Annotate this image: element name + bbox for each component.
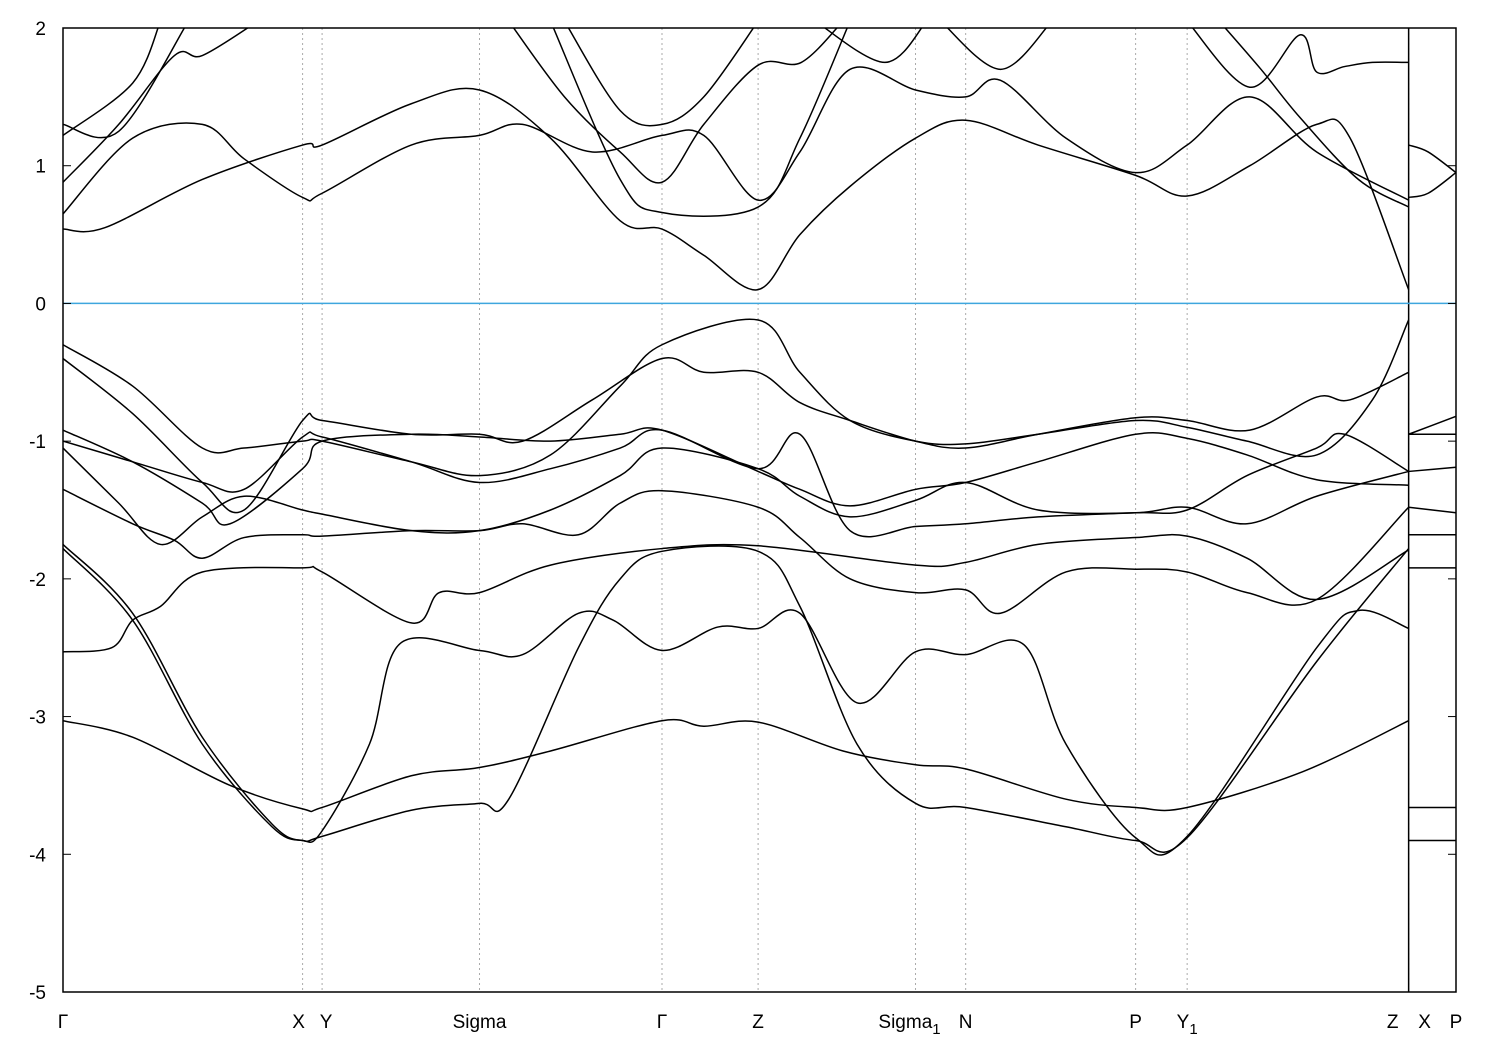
band-c10 (946, 28, 1048, 71)
band-c6 (512, 28, 838, 184)
plot-frame (62, 27, 1457, 993)
band-xp-5 (1408, 466, 1456, 473)
x-tick-label: Y1 (1177, 1012, 1198, 1038)
x-tick-label: X (1418, 1012, 1431, 1033)
band-v5 (63, 488, 1410, 615)
band-c4 (63, 28, 159, 137)
y-tick-label: 2 (35, 19, 46, 40)
y-tick-label: -5 (29, 983, 46, 1004)
x-tick-label: P (1450, 1012, 1463, 1033)
x-tick-label: Γ (58, 1012, 68, 1033)
y-tick-label: 0 (35, 294, 46, 315)
bands (63, 28, 1456, 856)
band-v9 (63, 356, 1409, 514)
x-tick-label: Z (1387, 1012, 1399, 1033)
band-c3 (63, 28, 249, 183)
x-tick-label-text: X (1418, 1012, 1431, 1033)
band-v6 (63, 447, 1409, 546)
x-tick-label: Sigma1 (878, 1012, 940, 1038)
x-tick-label: X (292, 1012, 305, 1033)
x-tick-label-text: X (292, 1012, 305, 1033)
y-tick-label: 1 (35, 157, 46, 178)
x-tick-label-text: Y (320, 1012, 333, 1033)
y-tick-label: -2 (29, 570, 46, 591)
band-c11 (1191, 28, 1409, 88)
band-v4 (63, 533, 1409, 653)
band-v7 (63, 428, 1410, 538)
band-c8 (567, 28, 755, 127)
x-tick-label: Z (752, 1012, 764, 1033)
x-tick-label: Γ (657, 1012, 667, 1033)
band-v1 (63, 718, 1409, 813)
band-xp-6 (1408, 506, 1456, 514)
x-tick-label-text: N (959, 1012, 973, 1033)
band-c9 (823, 28, 923, 64)
band-c5 (63, 28, 186, 139)
x-tick-label: Y (320, 1012, 333, 1033)
band-xp-1 (1408, 144, 1456, 174)
x-tick-label-text: Z (1387, 1012, 1399, 1033)
x-tick-label-text: Γ (58, 1012, 68, 1033)
x-tick-label: Sigma (453, 1012, 507, 1033)
x-tick-label: N (959, 1012, 973, 1033)
y-tick-label: -1 (29, 432, 46, 453)
x-tick-label-text: Z (752, 1012, 764, 1033)
y-tick-label: -3 (29, 708, 46, 729)
band-c1 (63, 87, 1410, 291)
x-tick-label-subscript: 1 (932, 1021, 940, 1038)
x-axis-ticks: Γ X Y Sigma Γ Z Sigma1 N P Y1 Z X P (58, 1012, 1463, 1038)
band-xp-2 (1408, 171, 1456, 199)
band-v8 (63, 427, 1409, 526)
x-tick-label-subscript: 1 (1189, 1021, 1197, 1038)
x-tick-label-text: Y (1177, 1012, 1190, 1033)
x-tick-label-text: P (1129, 1012, 1142, 1033)
band-v10 (63, 318, 1410, 477)
x-tick-label-text: P (1450, 1012, 1463, 1033)
x-tick-label-text: Sigma (878, 1012, 932, 1033)
x-tick-label-text: Γ (657, 1012, 667, 1033)
x-tick-label-text: Sigma (453, 1012, 507, 1033)
band-v3 (63, 543, 1409, 856)
band-v2 (63, 545, 1410, 853)
band-c2 (63, 66, 1409, 215)
kpoint-gridlines (302, 28, 1410, 992)
y-tick-label: -4 (29, 845, 46, 866)
band-c12 (1224, 28, 1410, 208)
band-xp-3 (1408, 415, 1456, 435)
band-c7 (552, 28, 848, 217)
x-tick-label: P (1129, 1012, 1142, 1033)
y-axis-ticks: 2 1 0 -1 -2 -3 -4 -5 (29, 19, 1456, 1004)
